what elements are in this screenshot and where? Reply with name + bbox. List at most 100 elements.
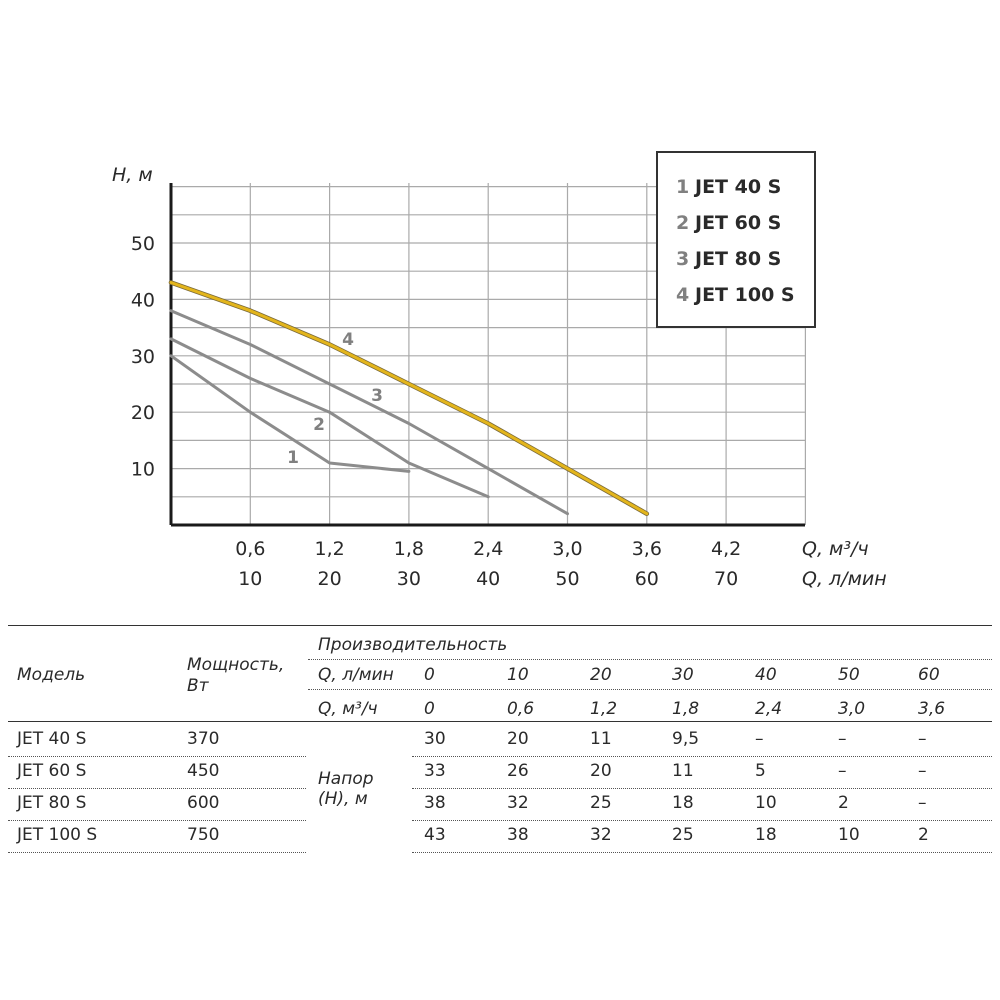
q-m3h-cell: 1,8: [672, 699, 700, 719]
power-column-unit: Вт: [187, 676, 209, 696]
legend-item-number: 2: [676, 212, 689, 234]
x-tick-label-m3h: 1,2: [314, 538, 344, 560]
y-tick-label: 20: [131, 402, 155, 424]
power-cell: 600: [187, 793, 220, 813]
q-lmin-cell: 30: [672, 665, 694, 685]
x-tick-label-lmin: 60: [635, 568, 659, 590]
power-column-header: Мощность,: [187, 655, 285, 675]
x-tick-label-lmin: 40: [476, 568, 500, 590]
q-lmin-cell: 60: [918, 665, 940, 685]
legend-item-number: 3: [676, 248, 689, 270]
series-line-3: [169, 309, 569, 516]
head-cell: –: [838, 729, 847, 749]
performance-header: Производительность: [318, 635, 508, 655]
legend-items: 1 JET 40 S2 JET 60 S3 JET 80 S4 JET 100 S: [676, 176, 795, 306]
head-cell: 25: [590, 793, 612, 813]
series-label-1: 1: [287, 448, 299, 468]
row-rule: [412, 756, 992, 757]
series-line-2: [169, 337, 490, 499]
q-m3h-row-label: Q, м³/ч: [318, 699, 378, 719]
header-bottom-rule: [8, 721, 992, 722]
q-m3h-cell: 0,6: [507, 699, 535, 719]
chart-legend: 1 JET 40 S2 JET 60 S3 JET 80 S4 JET 100 S: [656, 151, 816, 328]
x-tick-label-m3h: 3,6: [632, 538, 662, 560]
chart-axes: [169, 183, 805, 527]
head-cell: 9,5: [672, 729, 700, 749]
q-m3h-cell: 0: [424, 699, 435, 719]
head-cell: 20: [590, 761, 612, 781]
row-rule: [412, 852, 992, 853]
power-cell: 370: [187, 729, 220, 749]
q-lmin-cell: 10: [507, 665, 529, 685]
head-label-unit: (Н), м: [318, 789, 368, 809]
q-lmin-cell: 50: [838, 665, 860, 685]
head-cell: 18: [672, 793, 694, 813]
legend-item-label: JET 60 S: [693, 212, 781, 234]
model-cell: JET 60 S: [17, 761, 87, 781]
head-cell: –: [838, 761, 847, 781]
q-lmin-row-rule: [308, 689, 992, 690]
legend-item-label: JET 100 S: [693, 284, 795, 306]
q-lmin-row-label: Q, л/мин: [318, 665, 394, 685]
head-cell: 10: [755, 793, 777, 813]
head-cell: –: [918, 729, 927, 749]
head-cell: 30: [424, 729, 446, 749]
model-cell: JET 80 S: [17, 793, 87, 813]
head-cell: 18: [755, 825, 777, 845]
head-cell: 38: [424, 793, 446, 813]
x-tick-label-m3h: 1,8: [394, 538, 424, 560]
legend-box: [656, 151, 816, 328]
legend-item-label: JET 40 S: [693, 176, 781, 198]
q-m3h-cell: 3,0: [838, 699, 866, 719]
q-lmin-cell: 40: [755, 665, 777, 685]
x-tick-label-lmin: 50: [555, 568, 579, 590]
x-tick-label-m3h: 4,2: [711, 538, 741, 560]
x-tick-label-m3h: 3,0: [552, 538, 582, 560]
series-label-4: 4: [342, 330, 354, 350]
head-cell: 2: [838, 793, 849, 813]
y-tick-label: 10: [131, 459, 155, 481]
series-label-2: 2: [313, 415, 325, 435]
y-tick-label: 30: [131, 346, 155, 368]
specification-table: Производительность Модель Мощность, Вт Q…: [0, 619, 1000, 859]
row-rule: [8, 852, 306, 853]
head-label: Напор: [318, 769, 374, 789]
legend-item-number: 1: [676, 176, 689, 198]
head-cell: –: [918, 793, 927, 813]
series-line-4: [169, 281, 649, 516]
q-m3h-cell: 3,6: [918, 699, 946, 719]
row-rule: [8, 756, 306, 757]
x-axis-title-lmin: Q, л/мин: [802, 568, 887, 590]
power-cell: 750: [187, 825, 220, 845]
head-cell: 43: [424, 825, 446, 845]
head-cell: 11: [590, 729, 612, 749]
x-tick-label-m3h: 2,4: [473, 538, 503, 560]
model-column-header: Модель: [17, 665, 86, 685]
chart-grid: [171, 183, 807, 525]
y-axis-title: H, м: [112, 164, 153, 186]
row-rule: [8, 788, 306, 789]
head-cell: 2: [918, 825, 929, 845]
head-cell: 32: [590, 825, 612, 845]
y-tick-label: 40: [131, 289, 155, 311]
chart-series: 12 3 4: [168, 280, 650, 516]
x-axis-title-m3h: Q, м³/ч: [802, 538, 869, 560]
head-cell: 26: [507, 761, 529, 781]
x-tick-label-lmin: 10: [238, 568, 262, 590]
x-tick-label-lmin: 20: [318, 568, 342, 590]
q-lmin-cell: 20: [590, 665, 612, 685]
performance-header-rule: [308, 659, 992, 660]
head-cell: 25: [672, 825, 694, 845]
series-label-3: 3: [371, 386, 383, 406]
legend-item-number: 4: [676, 284, 689, 306]
head-cell: 5: [755, 761, 766, 781]
q-m3h-cell: 2,4: [755, 699, 783, 719]
x-tick-label-lmin: 70: [714, 568, 738, 590]
model-cell: JET 100 S: [17, 825, 98, 845]
table-top-rule: [8, 625, 992, 626]
model-cell: JET 40 S: [17, 729, 87, 749]
y-tick-label: 50: [131, 233, 155, 255]
head-cell: 20: [507, 729, 529, 749]
q-lmin-cell: 0: [424, 665, 435, 685]
